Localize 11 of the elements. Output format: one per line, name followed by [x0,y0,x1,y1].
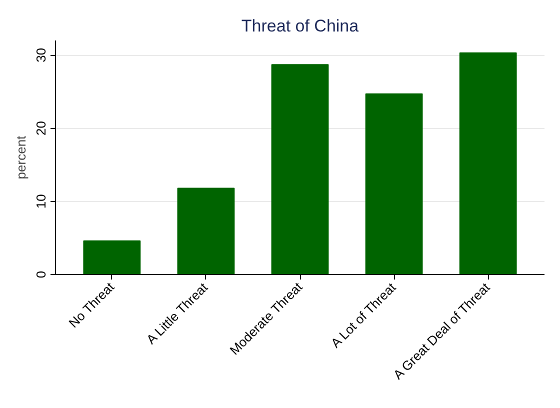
y-tick-label: 0 [34,270,48,278]
y-tick-label: 10 [34,194,48,209]
bar [177,188,235,274]
bar [365,93,423,274]
bar [83,240,141,274]
chart-title: Threat of China [241,16,360,36]
y-axis-title: percent [14,135,28,180]
y-tick-label: 20 [34,121,48,136]
y-tick-label: 30 [34,48,48,62]
bar [459,52,517,274]
bar [271,64,329,274]
